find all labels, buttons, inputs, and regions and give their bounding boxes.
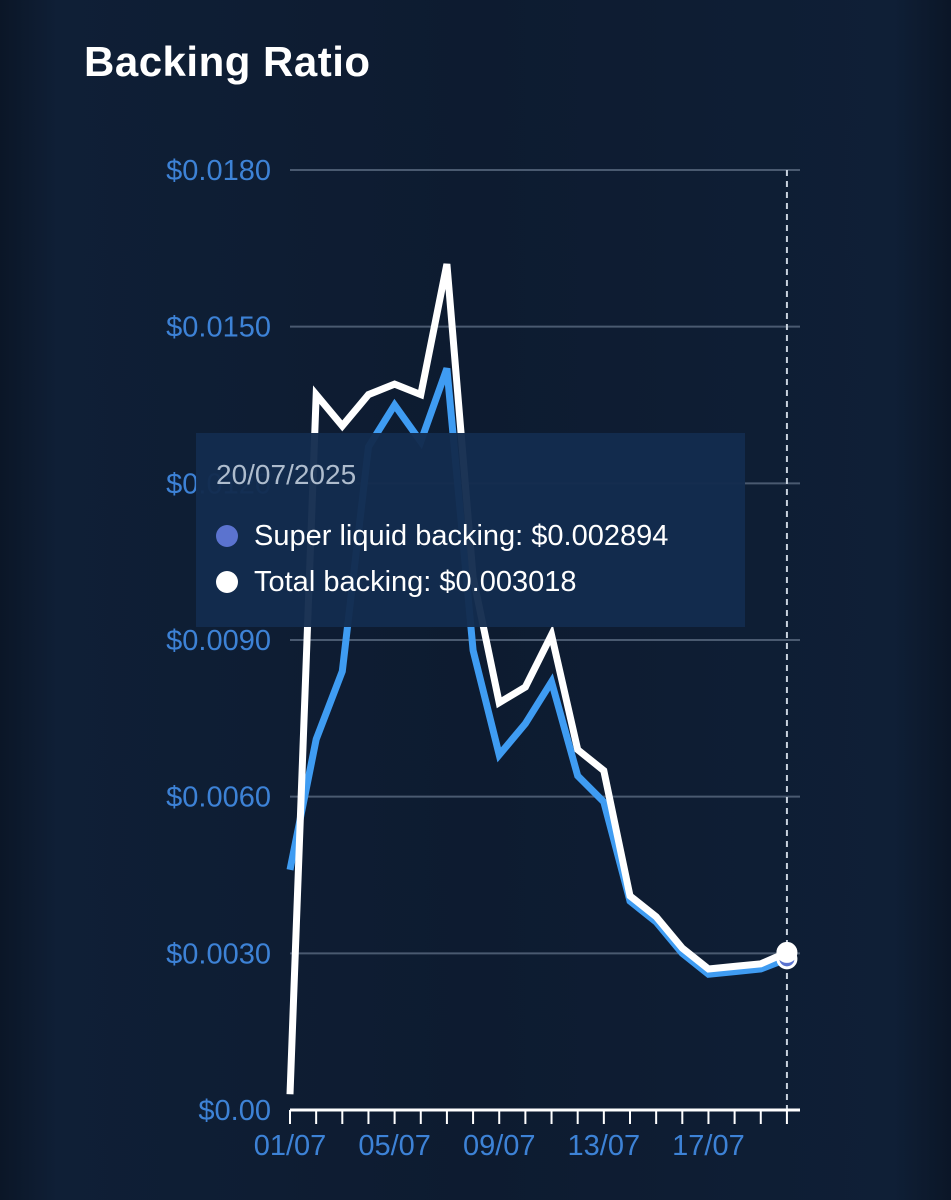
tooltip-super-liquid-value: Super liquid backing: $0.002894 — [254, 519, 669, 552]
x-tick-label: 13/07 — [568, 1130, 641, 1162]
y-tick-label: $0.0030 — [166, 938, 271, 970]
y-tick-label: $0.0090 — [166, 625, 271, 657]
chart-title: Backing Ratio — [84, 38, 371, 85]
x-tick-label: 09/07 — [463, 1130, 536, 1162]
data-point-marker — [776, 941, 798, 963]
tooltip-row-super-liquid: Super liquid backing: $0.002894 — [216, 513, 725, 559]
y-tick-label: $0.0150 — [166, 312, 271, 344]
legend-dot-icon — [216, 525, 238, 547]
x-tick-label: 05/07 — [358, 1130, 431, 1162]
y-tick-label: $0.0180 — [166, 155, 271, 187]
x-tick-label: 01/07 — [254, 1130, 327, 1162]
chart-tooltip: 20/07/2025 Super liquid backing: $0.0028… — [196, 433, 745, 627]
tooltip-row-total: Total backing: $0.003018 — [216, 559, 725, 605]
series-line-total-backing — [286, 263, 789, 1095]
y-tick-label: $0.00 — [198, 1095, 271, 1127]
x-tick-label: 17/07 — [672, 1130, 745, 1162]
tooltip-date: 20/07/2025 — [216, 459, 357, 490]
y-tick-label: $0.0060 — [166, 782, 271, 814]
legend-dot-icon — [216, 571, 238, 593]
tooltip-total-value: Total backing: $0.003018 — [254, 565, 577, 598]
